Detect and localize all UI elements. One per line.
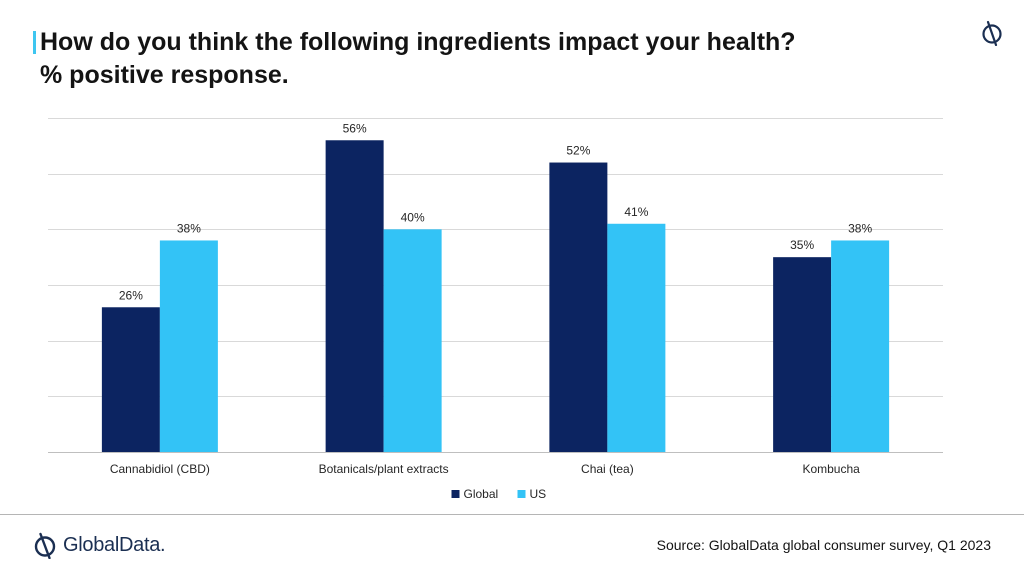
legend: Global US bbox=[451, 487, 547, 501]
legend-label-us: US bbox=[530, 487, 547, 501]
chart-subtitle: % positive response. bbox=[40, 61, 289, 89]
bar-global-1 bbox=[101, 307, 160, 452]
bars bbox=[101, 140, 890, 453]
bar-us-4 bbox=[831, 240, 890, 452]
chart-title: How do you think the following ingredien… bbox=[40, 28, 796, 56]
legend-swatch-global bbox=[451, 490, 460, 498]
legend-swatch-us bbox=[517, 490, 526, 498]
bar-global-2 bbox=[325, 140, 384, 452]
bar-chart: 26% 38% 56% 40% 52% 41% 35% 38% Cannabidiol (CB… bbox=[48, 118, 943, 501]
brand-name: GlobalData. bbox=[63, 533, 166, 556]
bar-us-1 bbox=[159, 240, 218, 452]
footer-divider bbox=[0, 514, 1024, 515]
source-note: Source: GlobalData global consumer surve… bbox=[656, 537, 991, 553]
data-label: 35% bbox=[790, 238, 814, 252]
legend-label-global: Global bbox=[464, 487, 499, 501]
data-label: 38% bbox=[848, 221, 872, 235]
bar-us-2 bbox=[383, 229, 442, 452]
data-label: 41% bbox=[624, 205, 648, 219]
category-labels: Cannabidiol (CBD) Botanicals/plant extrac… bbox=[110, 462, 860, 476]
data-label: 38% bbox=[177, 221, 201, 235]
title-accent-bar bbox=[33, 31, 36, 54]
bar-us-3 bbox=[607, 223, 666, 452]
value-labels: 26% 38% 56% 40% 52% 41% 35% 38% bbox=[119, 121, 873, 302]
data-label: 52% bbox=[566, 144, 590, 158]
category-label: Kombucha bbox=[802, 462, 860, 476]
category-label: Botanicals/plant extracts bbox=[319, 462, 449, 476]
bar-global-3 bbox=[549, 162, 608, 453]
data-label: 26% bbox=[119, 288, 143, 302]
bar-global-4 bbox=[773, 257, 832, 452]
data-label: 56% bbox=[343, 121, 367, 135]
category-label: Chai (tea) bbox=[581, 462, 634, 476]
globaldata-logo-icon bbox=[34, 532, 56, 559]
brand-logo: GlobalData. bbox=[33, 530, 166, 560]
data-label: 40% bbox=[401, 210, 425, 224]
globaldata-mark-icon bbox=[982, 20, 1002, 46]
category-label: Cannabidiol (CBD) bbox=[110, 462, 210, 476]
